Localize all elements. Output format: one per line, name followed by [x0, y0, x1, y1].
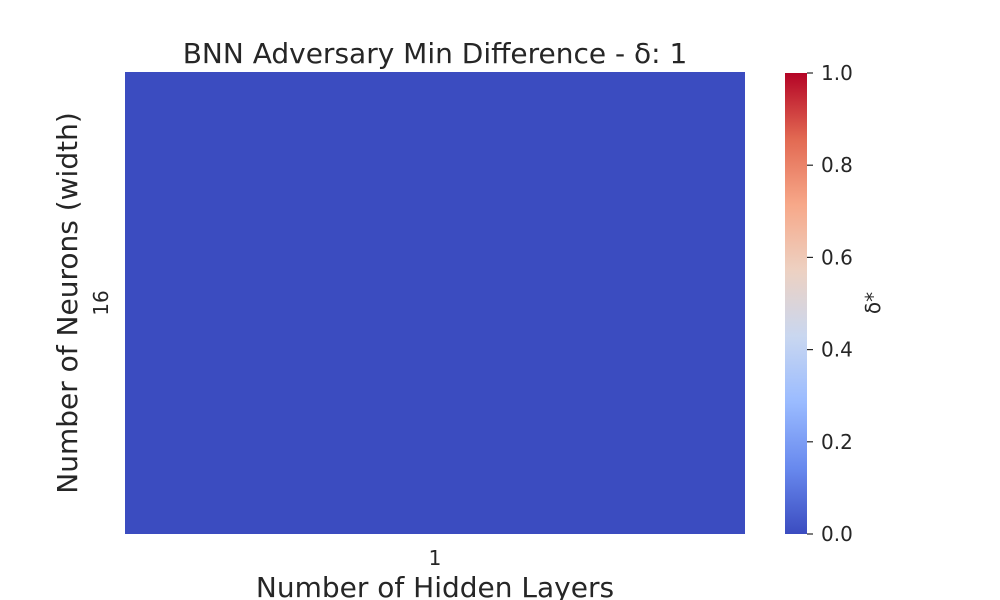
- heatmap-cells: [125, 72, 745, 534]
- colorbar-tick-label: 0.2: [821, 430, 853, 454]
- colorbar-tick-label: 0.8: [821, 153, 853, 177]
- heatmap-cell: [125, 72, 745, 534]
- colorbar-label: δ*: [861, 292, 885, 314]
- colorbar: [785, 73, 807, 534]
- colorbar-tick-label: 1.0: [821, 61, 853, 85]
- colorbar-tick-label: 0.0: [821, 522, 853, 546]
- colorbar-tick-label: 0.4: [821, 338, 853, 362]
- y-axis-label: Number of Neurons (width): [51, 112, 84, 493]
- y-tick-label: 16: [89, 290, 113, 315]
- x-tick-label: 1: [429, 546, 442, 570]
- chart-title: BNN Adversary Min Difference - δ: 1: [183, 37, 688, 70]
- x-tick-labels: 1: [429, 546, 442, 570]
- y-tick-labels: 16: [89, 290, 113, 315]
- x-axis-label: Number of Hidden Layers: [256, 571, 614, 600]
- colorbar-tick-label: 0.6: [821, 245, 853, 269]
- colorbar-tick-labels: 0.0 0.2 0.4 0.6 0.8 1.0: [807, 61, 853, 546]
